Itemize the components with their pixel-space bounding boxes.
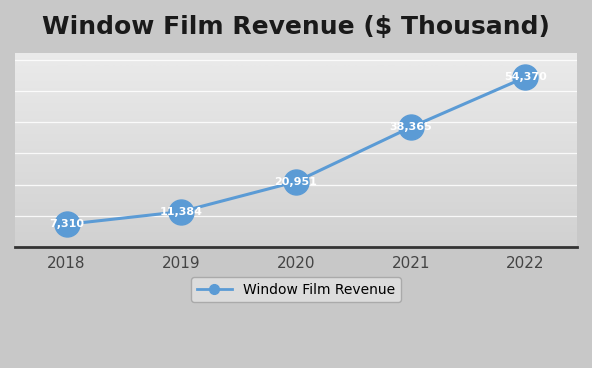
Text: 54,370: 54,370 bbox=[504, 72, 547, 82]
Title: Window Film Revenue ($ Thousand): Window Film Revenue ($ Thousand) bbox=[42, 15, 550, 39]
Text: 7,310: 7,310 bbox=[49, 219, 84, 229]
Legend: Window Film Revenue: Window Film Revenue bbox=[191, 277, 401, 302]
Text: 38,365: 38,365 bbox=[390, 122, 432, 132]
Text: 11,384: 11,384 bbox=[160, 206, 203, 217]
Text: 20,951: 20,951 bbox=[275, 177, 317, 187]
